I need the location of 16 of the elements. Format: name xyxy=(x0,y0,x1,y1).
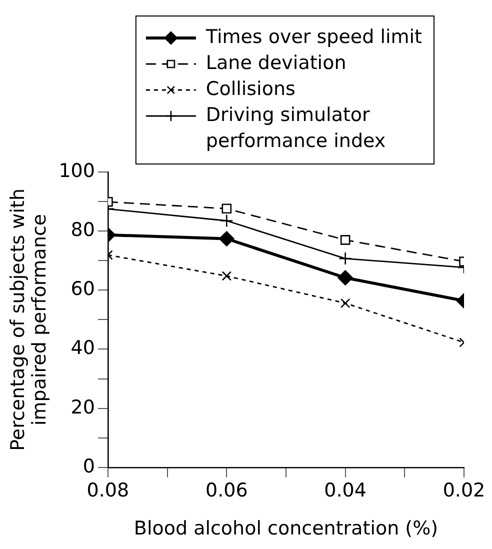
y-tick-label: 100 xyxy=(58,160,95,182)
legend-label: Driving simulator performance index xyxy=(206,104,386,152)
y-tick-label: 20 xyxy=(70,396,95,418)
y-tick-label: 80 xyxy=(70,219,95,242)
y-axis-title: Percentage of subjects with impaired performance xyxy=(6,188,51,451)
legend-label: Lane deviation xyxy=(206,52,346,74)
legend-label: Times over speed limit xyxy=(204,26,422,48)
x-tick-label: 0.02 xyxy=(442,480,486,502)
x-tick-label: 0.08 xyxy=(86,480,130,502)
x-tick-label: 0.04 xyxy=(324,480,366,502)
y-tick-label: 0 xyxy=(82,455,95,478)
y-tick-label: 40 xyxy=(70,337,95,360)
y-tick-label: 60 xyxy=(70,278,95,300)
x-tick-label: 0.06 xyxy=(205,480,248,502)
legend-label: Collisions xyxy=(206,78,296,100)
x-axis-title: Blood alcohol concentration (%) xyxy=(134,518,438,540)
